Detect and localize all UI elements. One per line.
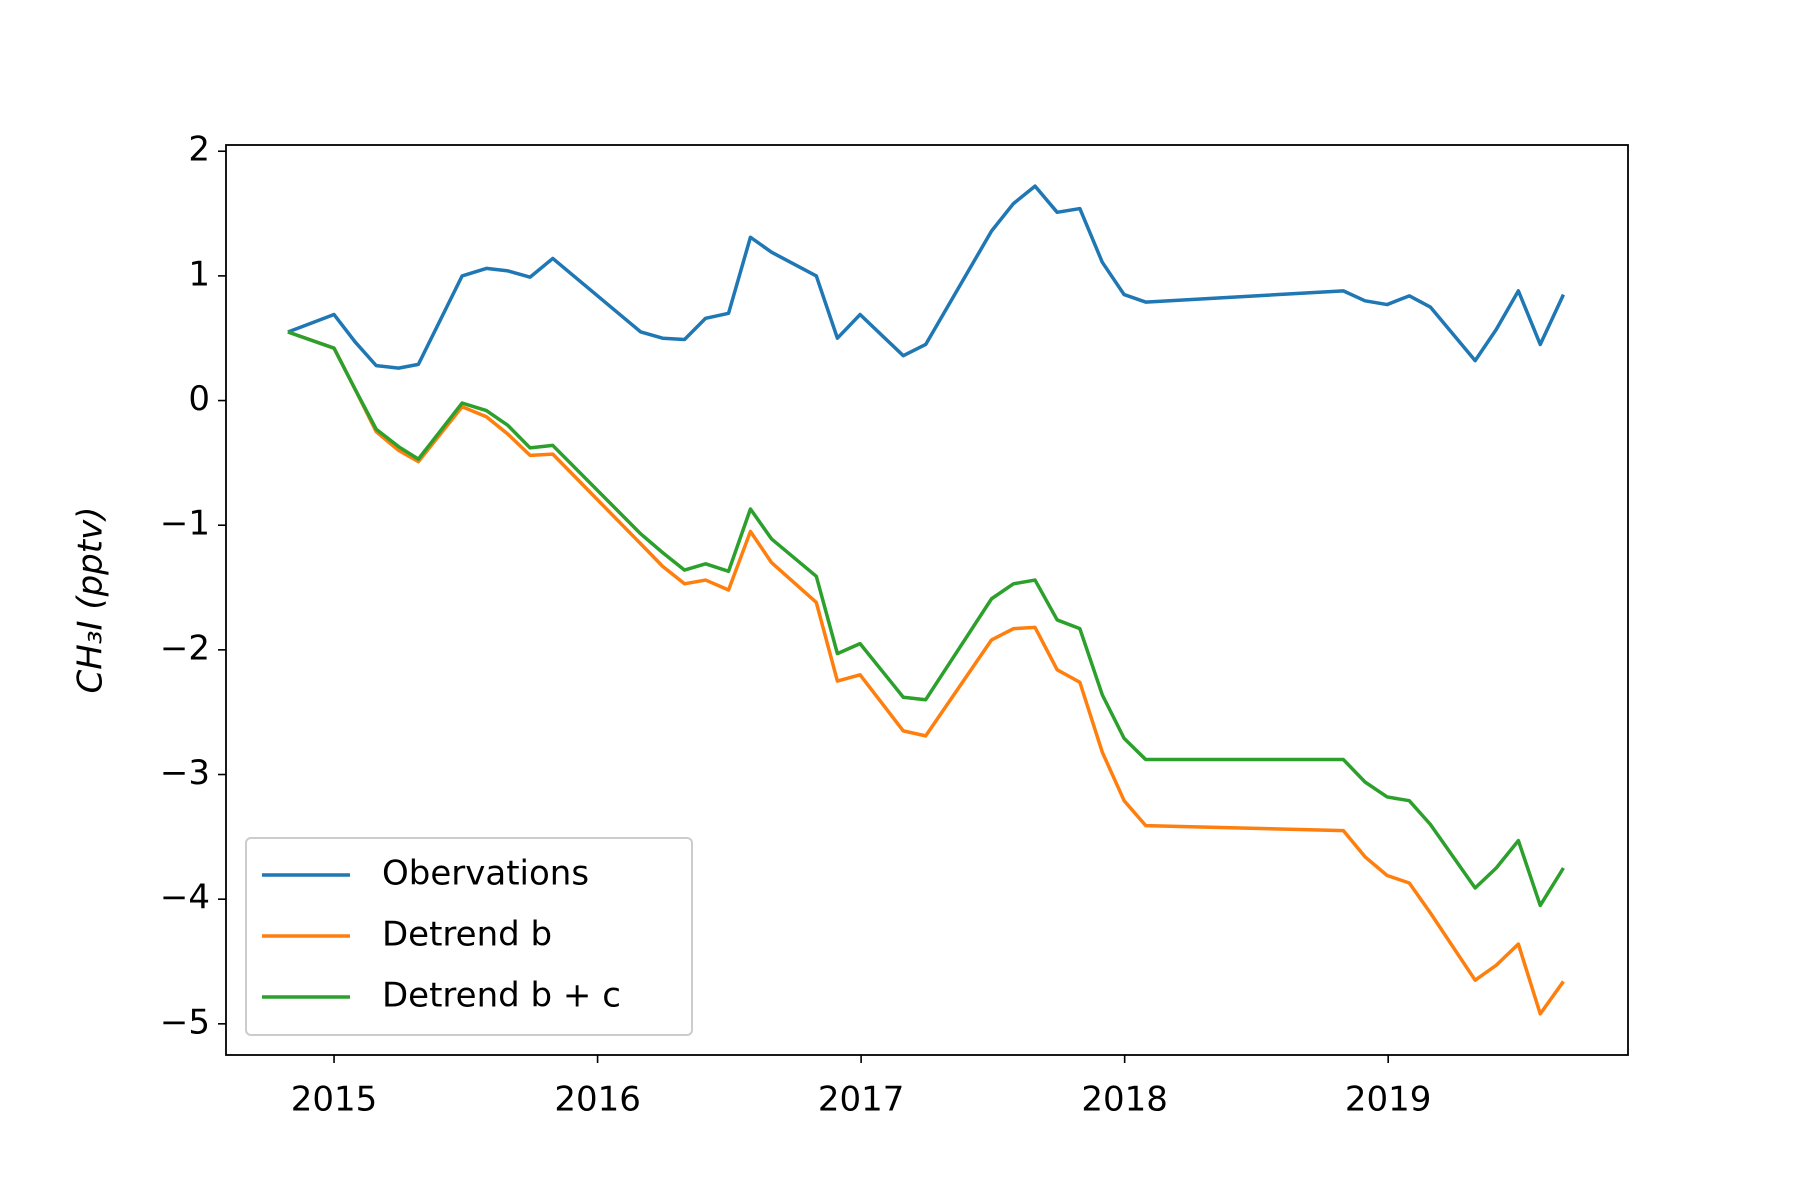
x-tick-label: 2018	[1081, 1080, 1168, 1120]
x-tick-label: 2015	[291, 1080, 378, 1120]
plot-frame	[225, 144, 1629, 1056]
y-axis-label: CH₃I (pptv)	[71, 507, 111, 694]
legend-label: Detrend b + c	[382, 976, 621, 1016]
x-tick-label: 2017	[818, 1080, 905, 1120]
line	[287, 330, 1565, 908]
line	[287, 330, 1565, 1016]
y-tick-label: 2	[188, 130, 210, 170]
y-tick-label: −2	[160, 628, 210, 668]
y-tick-label: −3	[160, 753, 210, 793]
y-tick-label: 0	[188, 379, 210, 419]
y-tick-label: −5	[160, 1002, 210, 1042]
y-tick-label: −4	[160, 878, 210, 918]
x-tick-label: 2019	[1345, 1080, 1432, 1120]
x-tick-label: 2016	[554, 1080, 641, 1120]
y-tick-label: 1	[188, 254, 210, 294]
legend-label: Detrend b	[382, 915, 552, 955]
legend-label: Obervations	[382, 854, 589, 894]
y-tick-label: −1	[160, 504, 210, 544]
line	[287, 184, 1566, 370]
legend-box	[245, 837, 693, 1036]
